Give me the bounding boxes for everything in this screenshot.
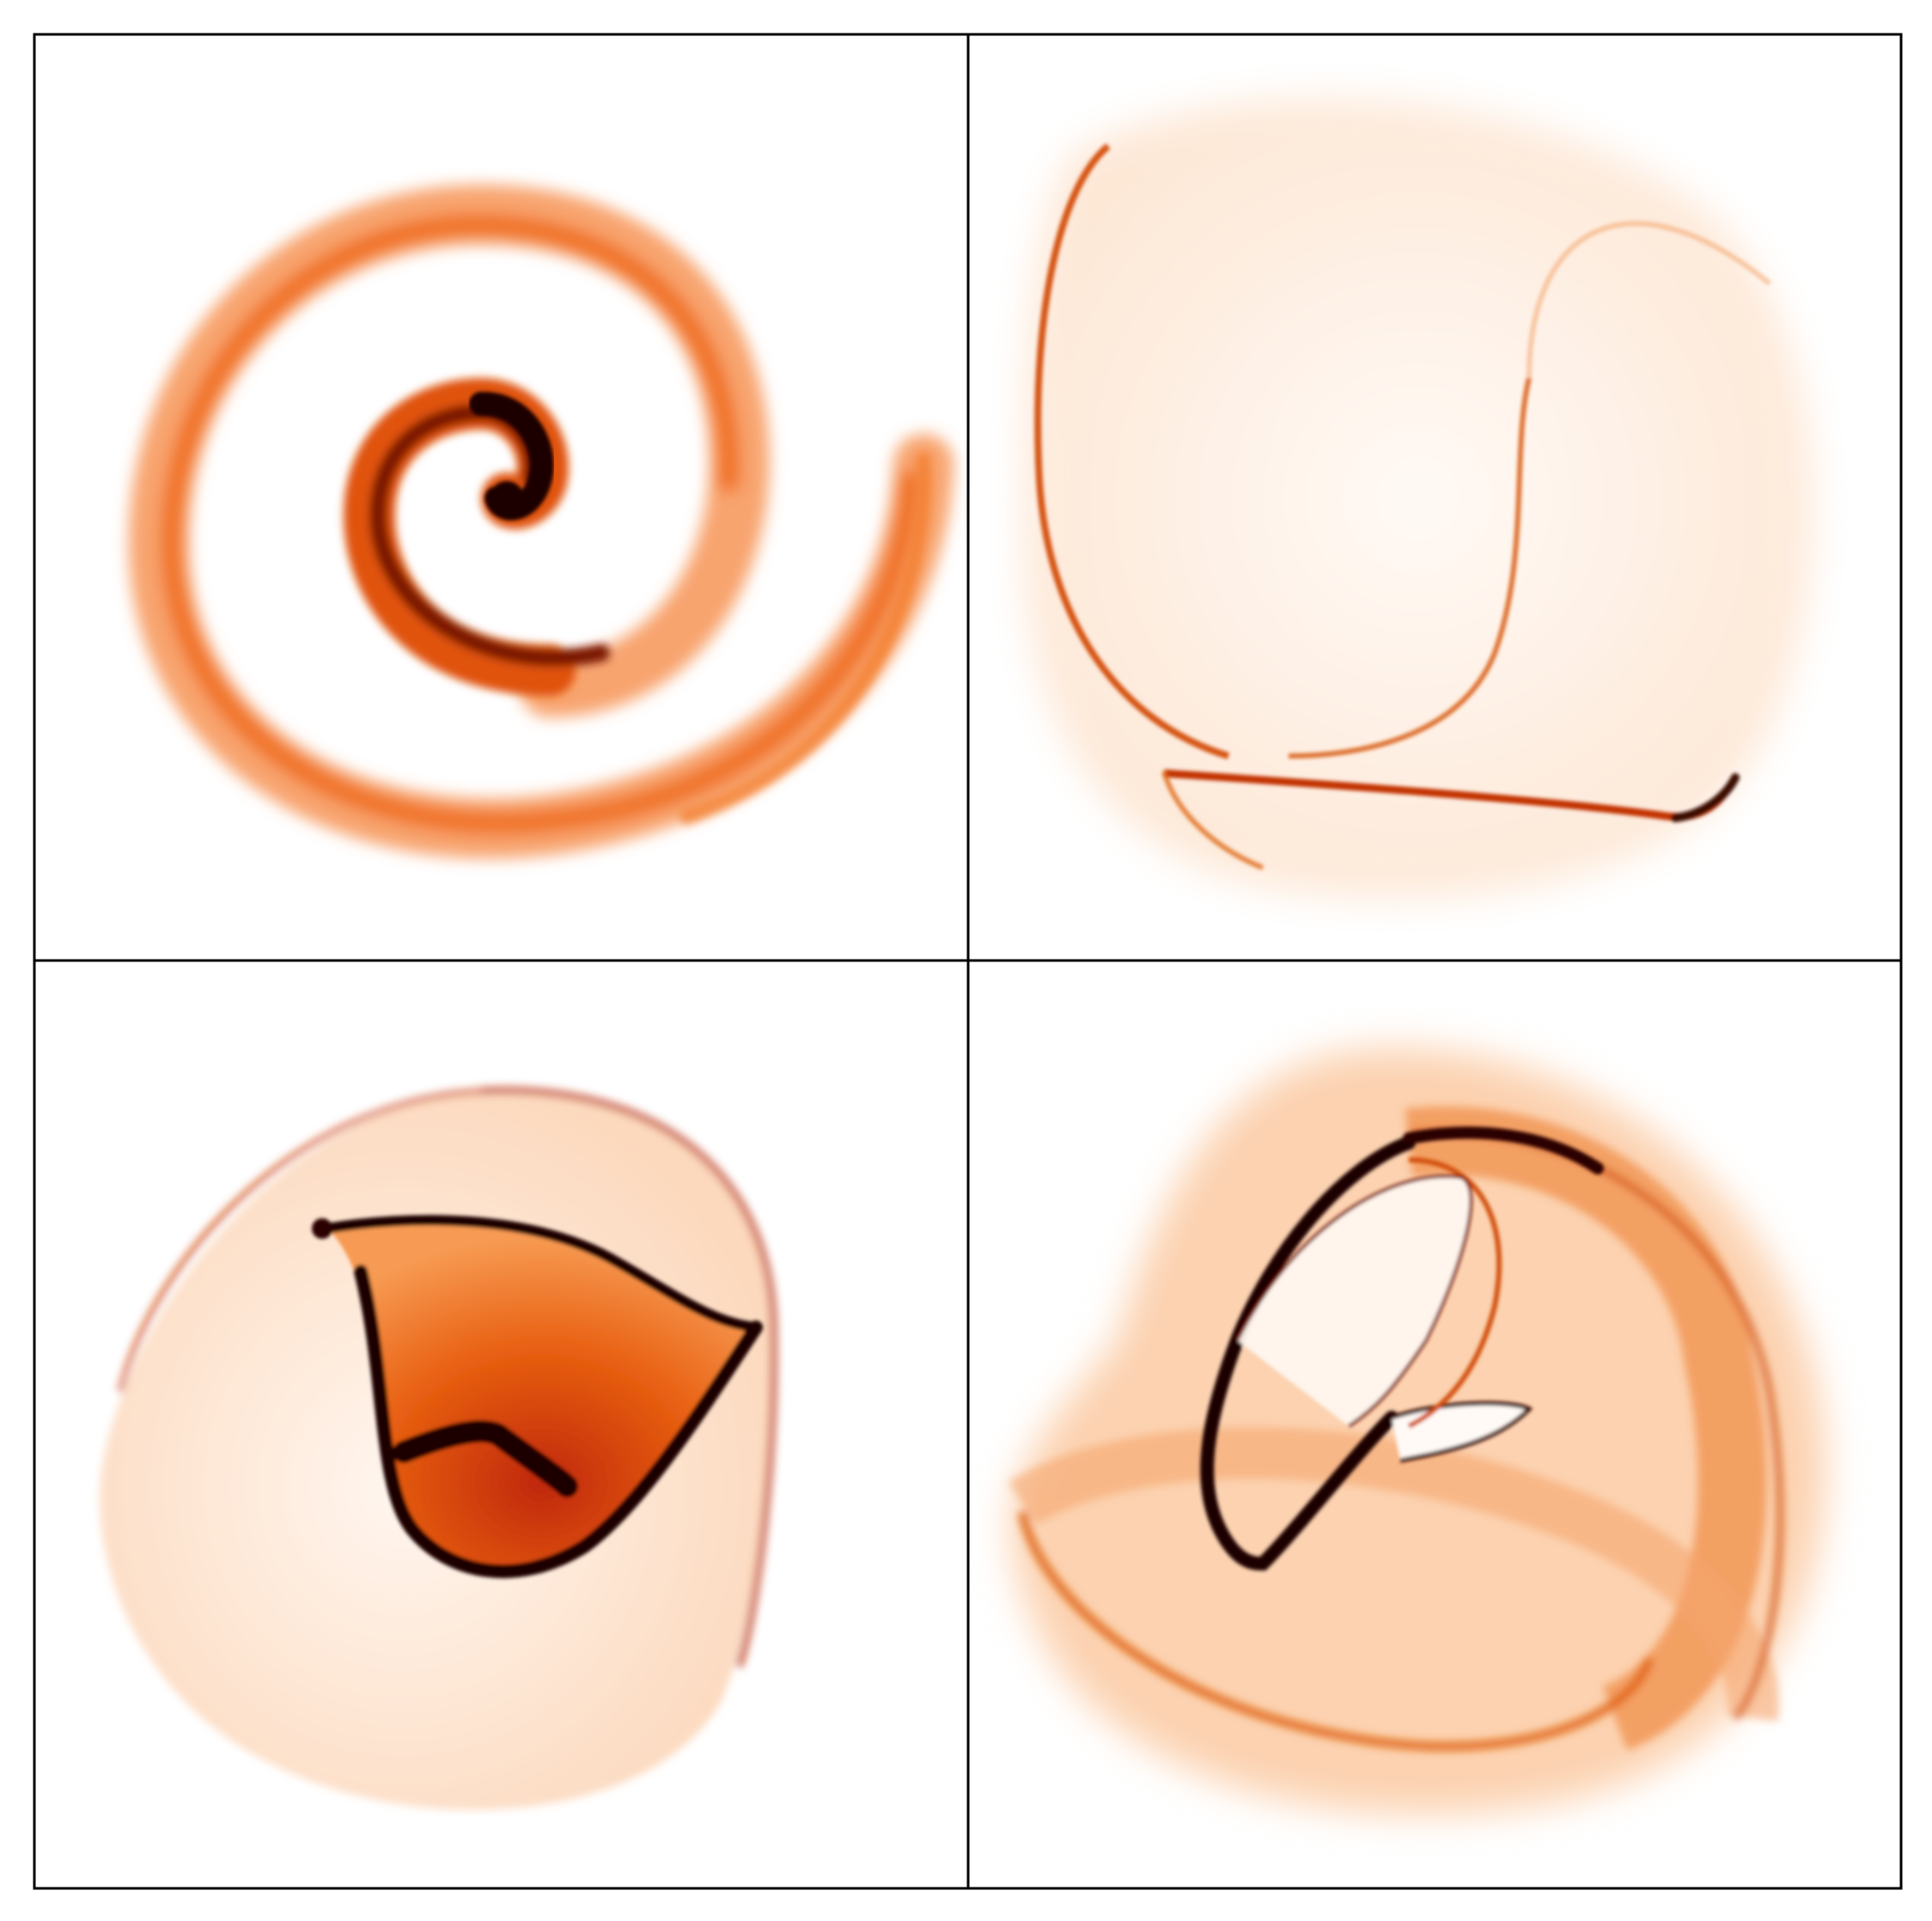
sheet-edges bbox=[1034, 143, 1771, 870]
panel-top-right-folded-sheet bbox=[1022, 98, 1813, 900]
panel-top-left-spiral bbox=[128, 184, 954, 859]
loop-bands bbox=[1008, 1106, 1783, 1751]
pouch-inner bbox=[312, 1215, 763, 1578]
loop-core bbox=[1200, 1126, 1604, 1571]
panel-frame bbox=[33, 33, 1903, 1890]
spiral-outer-arm bbox=[128, 184, 954, 859]
spiral-core bbox=[469, 392, 554, 521]
sheet-body bbox=[1022, 98, 1813, 900]
panel-bottom-left-pouch bbox=[99, 1087, 777, 1810]
panel-bottom-right-twisted-loop bbox=[1008, 1047, 1825, 1814]
spiral-tail bbox=[680, 452, 932, 824]
